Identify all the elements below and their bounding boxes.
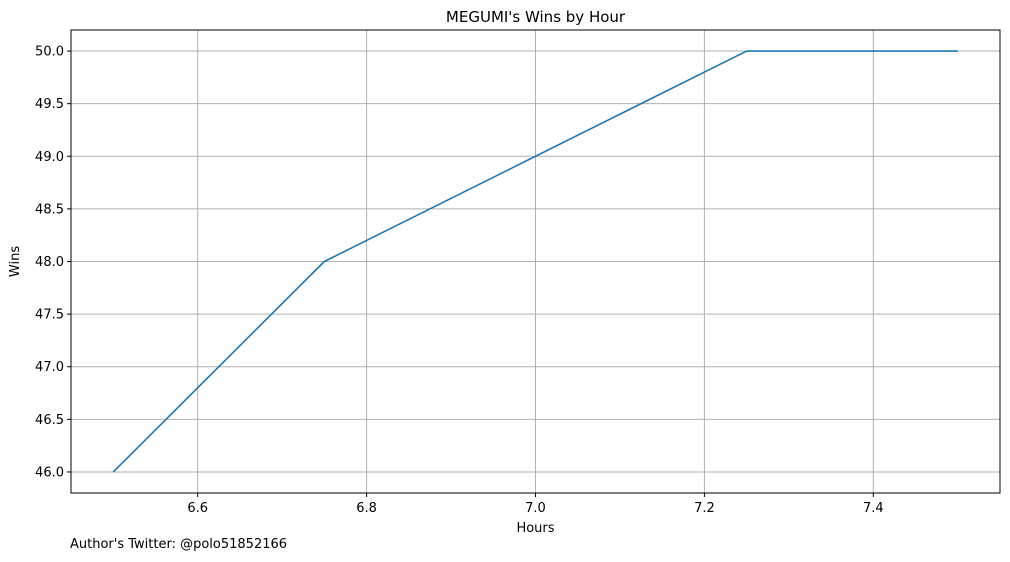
y-tick-label: 47.5 [35, 308, 64, 323]
data-point [535, 155, 537, 157]
x-axis-label: Hours [516, 521, 554, 536]
x-tick-label: 6.6 [187, 501, 208, 516]
y-tick-label: 47.0 [35, 360, 64, 375]
data-point [957, 50, 959, 52]
grid-lines [71, 30, 1000, 493]
y-tick-label: 49.5 [35, 97, 64, 112]
x-tick-label: 7.2 [694, 501, 715, 516]
y-tick-label: 46.0 [35, 465, 64, 480]
series-layer [112, 50, 959, 473]
chart-title: MEGUMI's Wins by Hour [446, 8, 626, 26]
y-tick-label: 50.0 [35, 45, 64, 60]
data-point [112, 471, 114, 473]
x-tick-label: 6.8 [356, 501, 377, 516]
y-axis-label: Wins [8, 246, 23, 277]
y-tick-label: 49.0 [35, 150, 64, 165]
x-tick-label: 7.4 [863, 501, 884, 516]
y-tick-label: 48.0 [35, 255, 64, 270]
x-tick-label: 7.0 [525, 501, 546, 516]
author-credit: Author's Twitter: @polo51852166 [70, 537, 288, 552]
y-tick-label: 48.5 [35, 202, 64, 217]
axis-ticks: 6.6 6.8 7.0 7.2 7.4 46.0 46.5 47.0 47.5 48.0 48.5 4… [35, 45, 884, 516]
data-point [323, 261, 325, 263]
series-line [112, 50, 958, 473]
data-point [746, 50, 748, 52]
y-tick-label: 46.5 [35, 413, 64, 428]
